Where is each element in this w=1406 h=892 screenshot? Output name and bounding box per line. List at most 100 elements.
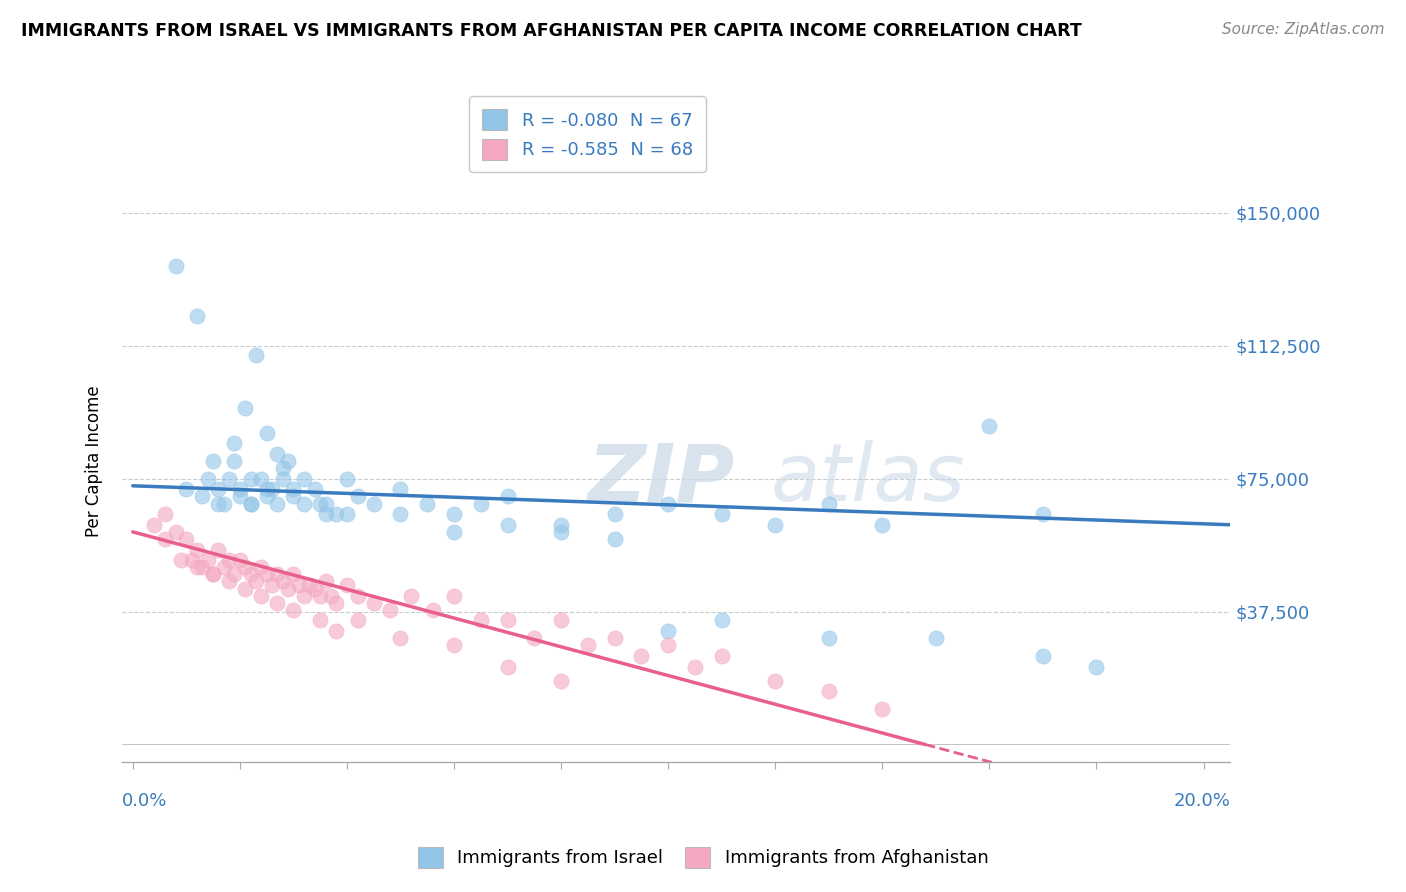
Point — [260, 578, 283, 592]
Point — [260, 483, 283, 497]
Point — [256, 567, 278, 582]
Point — [266, 596, 288, 610]
Point — [176, 532, 198, 546]
Point — [245, 348, 267, 362]
Point — [250, 560, 273, 574]
Point — [271, 461, 294, 475]
Point — [683, 659, 706, 673]
Point — [363, 496, 385, 510]
Text: atlas: atlas — [770, 440, 965, 518]
Point — [197, 472, 219, 486]
Point — [298, 578, 321, 592]
Point — [229, 553, 252, 567]
Point — [1032, 648, 1054, 663]
Point — [378, 603, 401, 617]
Point — [309, 614, 332, 628]
Point — [817, 684, 839, 698]
Point — [212, 496, 235, 510]
Point — [576, 638, 599, 652]
Point — [443, 638, 465, 652]
Legend: R = -0.080  N = 67, R = -0.585  N = 68: R = -0.080 N = 67, R = -0.585 N = 68 — [470, 96, 706, 172]
Point — [523, 631, 546, 645]
Point — [239, 496, 262, 510]
Point — [304, 582, 326, 596]
Point — [710, 507, 733, 521]
Point — [389, 507, 412, 521]
Point — [315, 507, 337, 521]
Point — [470, 614, 492, 628]
Point — [229, 490, 252, 504]
Point — [443, 589, 465, 603]
Point — [389, 483, 412, 497]
Point — [315, 574, 337, 589]
Point — [346, 614, 368, 628]
Point — [309, 589, 332, 603]
Point — [336, 472, 359, 486]
Point — [218, 553, 240, 567]
Point — [176, 483, 198, 497]
Point — [603, 631, 626, 645]
Point — [346, 589, 368, 603]
Point — [1032, 507, 1054, 521]
Point — [207, 496, 229, 510]
Point — [153, 507, 176, 521]
Point — [550, 524, 572, 539]
Point — [233, 401, 256, 415]
Point — [657, 496, 679, 510]
Point — [202, 454, 225, 468]
Point — [233, 560, 256, 574]
Point — [143, 517, 166, 532]
Point — [165, 524, 187, 539]
Point — [283, 483, 305, 497]
Point — [287, 578, 309, 592]
Text: ZIP: ZIP — [588, 440, 735, 518]
Point — [304, 483, 326, 497]
Point — [657, 624, 679, 639]
Point — [207, 542, 229, 557]
Point — [872, 517, 894, 532]
Point — [496, 614, 519, 628]
Point — [197, 553, 219, 567]
Point — [346, 490, 368, 504]
Point — [309, 496, 332, 510]
Point — [256, 425, 278, 440]
Point — [229, 483, 252, 497]
Point — [603, 507, 626, 521]
Point — [325, 624, 347, 639]
Point — [292, 472, 315, 486]
Point — [1085, 659, 1108, 673]
Point — [319, 589, 342, 603]
Point — [245, 574, 267, 589]
Point — [266, 496, 288, 510]
Point — [325, 596, 347, 610]
Point — [630, 648, 652, 663]
Point — [153, 532, 176, 546]
Point — [170, 553, 193, 567]
Point — [202, 567, 225, 582]
Point — [277, 582, 299, 596]
Point — [470, 496, 492, 510]
Text: IMMIGRANTS FROM ISRAEL VS IMMIGRANTS FROM AFGHANISTAN PER CAPITA INCOME CORRELAT: IMMIGRANTS FROM ISRAEL VS IMMIGRANTS FRO… — [21, 22, 1081, 40]
Text: 20.0%: 20.0% — [1174, 792, 1230, 810]
Point — [292, 496, 315, 510]
Point — [325, 507, 347, 521]
Point — [603, 532, 626, 546]
Point — [165, 259, 187, 273]
Point — [186, 560, 208, 574]
Point — [191, 560, 214, 574]
Point — [443, 524, 465, 539]
Point — [277, 454, 299, 468]
Point — [202, 567, 225, 582]
Point — [550, 614, 572, 628]
Point — [336, 507, 359, 521]
Point — [256, 490, 278, 504]
Point — [186, 309, 208, 323]
Point — [224, 436, 246, 450]
Point — [218, 574, 240, 589]
Point — [271, 472, 294, 486]
Point — [239, 567, 262, 582]
Point — [925, 631, 948, 645]
Point — [292, 589, 315, 603]
Point — [496, 659, 519, 673]
Point — [256, 483, 278, 497]
